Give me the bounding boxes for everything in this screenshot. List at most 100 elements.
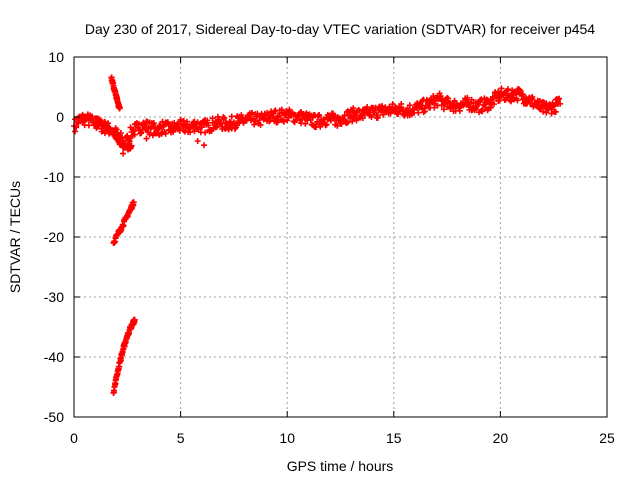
data-point [356, 107, 363, 114]
x-tick-labels: 0 5 10 15 20 25 [70, 430, 615, 446]
data-point [249, 109, 256, 116]
data-point [183, 118, 190, 125]
x-tick-label: 20 [493, 430, 509, 446]
axis-ticks [73, 56, 608, 418]
data-point [536, 106, 543, 113]
data-point [500, 90, 507, 97]
data-point [554, 96, 561, 103]
data-point [257, 121, 264, 128]
data-point [368, 113, 375, 120]
data-point [274, 119, 281, 126]
data-point [130, 199, 137, 206]
x-tick-label: 10 [279, 430, 295, 446]
data-point [374, 114, 381, 121]
data-point [323, 121, 330, 128]
y-tick-label: -50 [44, 409, 64, 425]
data-point [487, 104, 494, 111]
data-point [440, 106, 447, 113]
data-point [387, 110, 394, 117]
y-tick-label: -30 [44, 289, 64, 305]
data-point [508, 98, 515, 105]
y-tick-label: 0 [56, 109, 64, 125]
data-point [117, 129, 124, 136]
data-point [504, 86, 511, 93]
data-point [553, 99, 560, 106]
data-point [204, 117, 211, 124]
data-point [431, 104, 438, 111]
y-tick-label: 10 [48, 49, 64, 65]
data-point [124, 132, 131, 139]
data-point [494, 91, 501, 98]
data-point [552, 108, 559, 115]
data-point [415, 109, 422, 116]
data-point [220, 114, 227, 121]
data-point [316, 111, 323, 118]
data-point [557, 100, 564, 107]
data-point [359, 115, 366, 122]
data-point [105, 123, 112, 130]
data-point [350, 105, 357, 112]
data-point [421, 105, 428, 112]
data-point [201, 142, 208, 149]
data-point [130, 126, 137, 133]
data-point [556, 95, 563, 102]
data-point [228, 113, 235, 120]
data-point [548, 106, 555, 113]
data-point [187, 129, 194, 136]
data-point [72, 128, 79, 135]
data-point [266, 118, 273, 125]
data-point [150, 120, 157, 127]
data-point [519, 91, 526, 98]
grid-lines [74, 57, 607, 417]
y-tick-labels: -50 -40 -30 -20 -10 0 10 [44, 49, 64, 425]
data-point [85, 122, 92, 129]
data-point [543, 100, 550, 107]
data-point [202, 129, 209, 136]
data-point [338, 120, 345, 127]
data-points [71, 74, 564, 396]
data-point [420, 109, 427, 116]
data-point [131, 131, 138, 138]
data-point [302, 120, 309, 127]
data-point [479, 108, 486, 115]
data-point [252, 118, 259, 125]
data-point [180, 117, 187, 124]
data-point [126, 138, 133, 145]
y-tick-label: -40 [44, 349, 64, 365]
data-point [281, 118, 288, 125]
data-point [143, 135, 150, 142]
x-tick-label: 15 [386, 430, 402, 446]
data-point [191, 128, 198, 135]
data-point [138, 130, 145, 137]
data-point [205, 122, 212, 129]
data-point [498, 85, 505, 92]
data-point [89, 113, 96, 120]
y-tick-label: -20 [44, 229, 64, 245]
data-point [371, 109, 378, 116]
data-point [128, 142, 135, 149]
data-point [395, 111, 402, 118]
data-point [550, 103, 557, 110]
data-point [209, 115, 216, 122]
data-point [468, 96, 475, 103]
data-point [164, 119, 171, 126]
data-point [466, 103, 473, 110]
data-point [445, 95, 452, 102]
data-point [234, 122, 241, 129]
x-tick-label: 25 [599, 430, 615, 446]
data-point [324, 111, 331, 118]
data-point [176, 126, 183, 133]
data-point [398, 103, 405, 110]
data-point [517, 87, 524, 94]
data-point [343, 119, 350, 126]
data-point [146, 131, 153, 138]
y-tick-label: -10 [44, 169, 64, 185]
data-point [131, 316, 138, 323]
data-point [120, 150, 127, 157]
data-point [194, 138, 201, 144]
y-axis-label: SDTVAR / TECUs [7, 181, 23, 293]
data-point [543, 109, 550, 116]
data-point [529, 94, 536, 101]
data-point [116, 105, 123, 111]
